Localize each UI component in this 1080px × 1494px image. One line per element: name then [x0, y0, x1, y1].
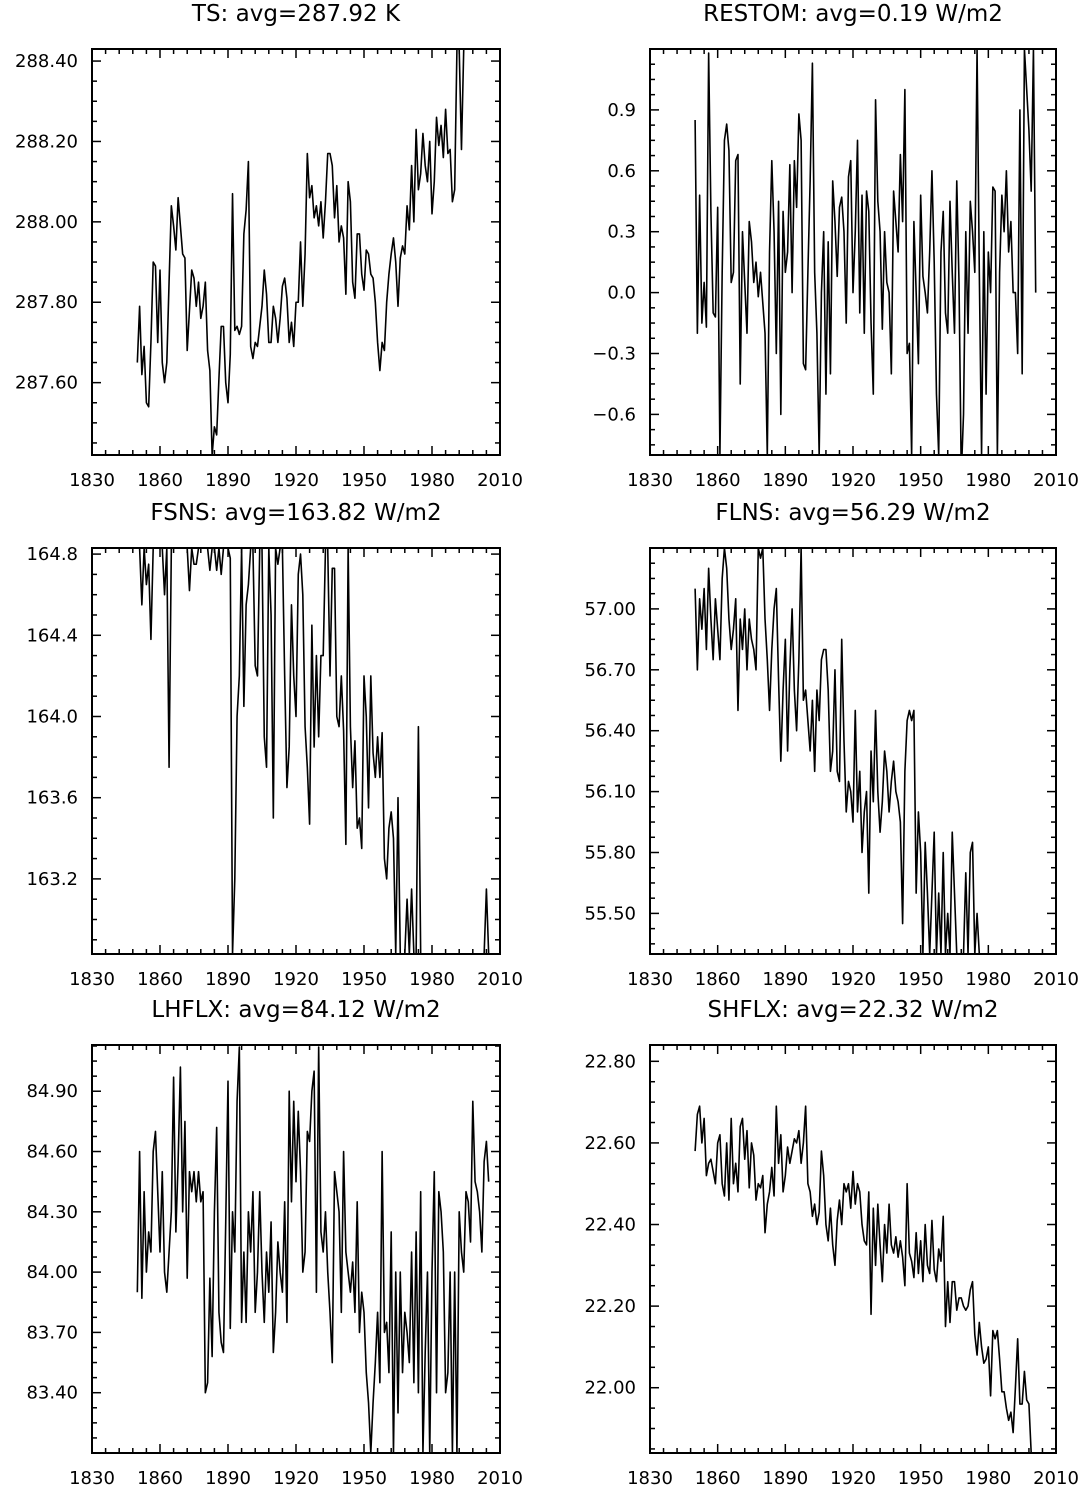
- chart-6-x-tick-label: 1860: [695, 1468, 741, 1489]
- chart-4-y-tick-label: 57.00: [584, 599, 636, 620]
- chart-1-series-line: [136, 49, 466, 455]
- chart-3-x-tick-label: 1950: [341, 969, 387, 990]
- chart-6-x-tick-label: 2010: [1033, 1468, 1079, 1489]
- chart-3-y-tick-label: 163.2: [26, 869, 78, 890]
- chart-2-x-tick-label: 1980: [965, 470, 1011, 491]
- chart-2-y-tick-label: 0.0: [607, 283, 636, 304]
- chart-1: TS: avg=287.92 K 1830 1860 1890 1920 1950 1980…: [15, 1, 523, 491]
- chart-6-x-tick-label: 1920: [830, 1468, 876, 1489]
- chart-5-y-tick-label: 84.60: [26, 1142, 78, 1163]
- chart-6-x-tick-label: 1980: [965, 1468, 1011, 1489]
- chart-1-y-tick-label: 287.80: [15, 292, 78, 313]
- chart-2-series-line: [694, 49, 1037, 455]
- chart-4-y-tick-label: 55.50: [584, 903, 636, 924]
- chart-3-x-tick-label: 1980: [409, 969, 455, 990]
- chart-4-x-tick-label: 1830: [627, 969, 673, 990]
- chart-1-plot-frame: [91, 48, 501, 456]
- chart-2-x-tick-label: 1950: [898, 470, 944, 491]
- chart-5-x-tick-label: 2010: [477, 1468, 523, 1489]
- chart-1-y-tick-label: 287.60: [15, 373, 78, 394]
- chart-4-x-tick-label: 2010: [1033, 969, 1079, 990]
- chart-3-plot-frame: [91, 547, 501, 955]
- chart-2: RESTOM: avg=0.19 W/m2 1830 1860 1890 1920 195…: [592, 1, 1079, 491]
- chart-5-x-tick-label: 1830: [69, 1468, 115, 1489]
- chart-6-x-tick-label: 1830: [627, 1468, 673, 1489]
- chart-3-x-tick-label: 2010: [477, 969, 523, 990]
- chart-4: FLNS: avg=56.29 W/m2 1830 1860 1890 1920 1950…: [584, 500, 1078, 990]
- chart-4-y-tick-label: 56.70: [584, 660, 636, 681]
- chart-4-title: FLNS: avg=56.29 W/m2: [715, 500, 990, 526]
- chart-2-x-tick-label: 1860: [695, 470, 741, 491]
- chart-1-y-tick-label: 288.40: [15, 51, 78, 72]
- chart-2-x-tick-label: 1890: [762, 470, 808, 491]
- chart-6-y-tick-label: 22.80: [584, 1051, 636, 1072]
- chart-5-x-tick-label: 1980: [409, 1468, 455, 1489]
- chart-3-x-tick-label: 1860: [137, 969, 183, 990]
- chart-5-y-tick-label: 84.90: [26, 1081, 78, 1102]
- chart-4-y-tick-label: 56.40: [584, 721, 636, 742]
- chart-3-x-tick-label: 1920: [273, 969, 319, 990]
- chart-6-y-tick-label: 22.20: [584, 1296, 636, 1317]
- chart-2-y-tick-label: 0.9: [607, 100, 636, 121]
- chart-3-y-tick-label: 164.4: [26, 625, 78, 646]
- chart-1-title: TS: avg=287.92 K: [191, 1, 401, 27]
- chart-5-x-tick-label: 1950: [341, 1468, 387, 1489]
- chart-3-x-tick-label: 1890: [205, 969, 251, 990]
- chart-2-y-tick-label: 0.6: [607, 161, 636, 182]
- chart-1-x-tick-label: 1950: [341, 470, 387, 491]
- chart-1-y-tick-label: 288.00: [15, 212, 78, 233]
- chart-5-x-tick-label: 1890: [205, 1468, 251, 1489]
- chart-1-x-tick-label: 2010: [477, 470, 523, 491]
- chart-6-x-tick-label: 1890: [762, 1468, 808, 1489]
- chart-5: LHFLX: avg=84.12 W/m2 1830 1860 1890 1920 195…: [26, 997, 522, 1489]
- chart-1-x-tick-label: 1860: [137, 470, 183, 491]
- chart-4-x-tick-label: 1860: [695, 969, 741, 990]
- chart-5-series-line: [136, 1046, 490, 1453]
- chart-6-y-tick-label: 22.60: [584, 1133, 636, 1154]
- chart-6-y-tick-label: 22.00: [584, 1378, 636, 1399]
- chart-6-plot-frame: [649, 1044, 1057, 1454]
- chart-4-x-tick-label: 1890: [762, 969, 808, 990]
- chart-4-x-tick-label: 1920: [830, 969, 876, 990]
- chart-4-y-tick-label: 55.80: [584, 843, 636, 864]
- chart-1-x-tick-label: 1980: [409, 470, 455, 491]
- chart-3-y-tick-label: 164.8: [26, 544, 78, 565]
- chart-3-x-tick-label: 1830: [69, 969, 115, 990]
- chart-6-y-tick-label: 22.40: [584, 1215, 636, 1236]
- chart-2-x-tick-label: 1920: [830, 470, 876, 491]
- chart-6-series-line: [694, 1105, 1045, 1453]
- chart-2-y-tick-label: −0.6: [592, 404, 636, 425]
- chart-3: FSNS: avg=163.82 W/m2 1830 1860 1890 1920 195…: [26, 500, 522, 990]
- chart-3-series-line: [137, 548, 490, 954]
- chart-5-y-tick-label: 83.40: [26, 1383, 78, 1404]
- chart-6-x-tick-label: 1950: [898, 1468, 944, 1489]
- chart-4-y-tick-label: 56.10: [584, 782, 636, 803]
- chart-1-y-tick-label: 288.20: [15, 131, 78, 152]
- chart-2-y-tick-label: 0.3: [607, 222, 636, 243]
- chart-3-title: FSNS: avg=163.82 W/m2: [150, 500, 441, 526]
- chart-3-y-tick-label: 163.6: [26, 788, 78, 809]
- chart-4-x-tick-label: 1980: [965, 969, 1011, 990]
- chart-4-series-line: [694, 548, 1045, 954]
- chart-3-y-tick-label: 164.0: [26, 706, 78, 727]
- chart-5-y-tick-label: 84.30: [26, 1202, 78, 1223]
- chart-6-title: SHFLX: avg=22.32 W/m2: [707, 997, 998, 1023]
- chart-5-x-tick-label: 1920: [273, 1468, 319, 1489]
- chart-2-x-tick-label: 1830: [627, 470, 673, 491]
- chart-2-y-tick-label: −0.3: [592, 344, 636, 365]
- chart-1-x-tick-label: 1830: [69, 470, 115, 491]
- chart-5-x-tick-label: 1860: [137, 1468, 183, 1489]
- chart-5-y-tick-label: 83.70: [26, 1322, 78, 1343]
- chart-6: SHFLX: avg=22.32 W/m2 1830 1860 1890 1920 195…: [584, 997, 1078, 1489]
- chart-4-x-tick-label: 1950: [898, 969, 944, 990]
- chart-1-x-tick-label: 1920: [273, 470, 319, 491]
- chart-5-title: LHFLX: avg=84.12 W/m2: [151, 997, 440, 1023]
- chart-5-y-tick-label: 84.00: [26, 1262, 78, 1283]
- chart-1-x-tick-label: 1890: [205, 470, 251, 491]
- chart-2-x-tick-label: 2010: [1033, 470, 1079, 491]
- chart-2-title: RESTOM: avg=0.19 W/m2: [703, 1, 1003, 27]
